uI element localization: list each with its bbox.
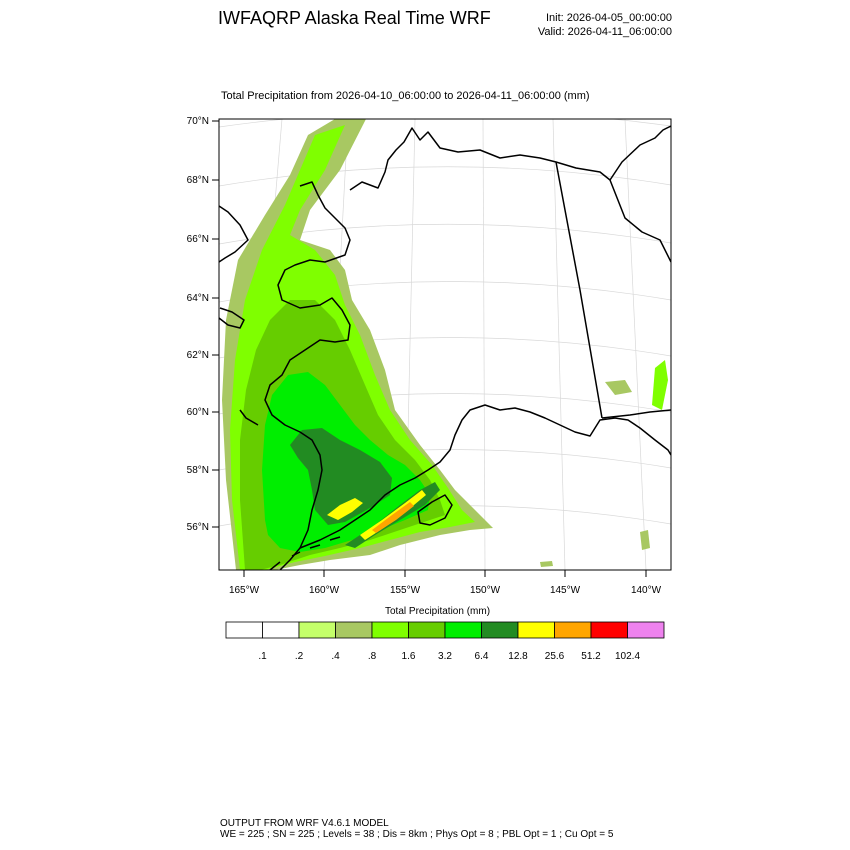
colorbar-swatch: [554, 621, 592, 639]
colorbar-label: 51.2: [581, 651, 601, 662]
kodiak-island: [417, 494, 453, 526]
northwest-coast: [219, 205, 249, 263]
colorbar-swatch: [444, 621, 482, 639]
colorbar-label: .1: [258, 651, 267, 662]
colorbar-title: Total Precipitation (mm): [385, 606, 491, 617]
colorbar-label: 102.4: [615, 651, 640, 662]
colorbar-label: .2: [295, 651, 304, 662]
yukon-border: [555, 161, 603, 419]
map-area: [219, 119, 671, 570]
seward-peninsula: [264, 181, 351, 570]
arctic-coast: [349, 125, 671, 191]
lat-label: 62°N: [187, 350, 209, 361]
colorbar-swatch: [481, 621, 519, 639]
footer-config-line: WE = 225 ; SN = 225 ; Levels = 38 ; Dis …: [220, 829, 614, 840]
lon-ticks: [243, 570, 647, 577]
southwest-coast: [239, 409, 259, 426]
precip-band-25.6mm: [327, 498, 363, 520]
canada-coast: [609, 179, 671, 263]
st-lawrence-island: [219, 307, 245, 329]
bc-border: [601, 409, 671, 419]
init-time: Init: 2026-04-05_00:00:00: [546, 12, 672, 24]
colorbar-label: 25.6: [545, 651, 565, 662]
colorbar-swatch: [408, 621, 446, 639]
colorbar-label: 12.8: [508, 651, 528, 662]
lon-label: 145°W: [550, 585, 581, 596]
colorbar-swatch: [627, 621, 665, 639]
colorbar-label: .4: [331, 651, 340, 662]
precip-patch-se: [640, 530, 650, 550]
precip-shading: [222, 119, 668, 570]
colorbar: .1 .2 .4 .8 1.6 3.2 6.4 12.8 25.6 51.2 102.4: [225, 621, 665, 662]
colorbar-label: 6.4: [475, 651, 489, 662]
coastlines: [219, 125, 671, 570]
lon-label: 160°W: [309, 585, 340, 596]
lat-label: 58°N: [187, 465, 209, 476]
colorbar-swatch: [298, 621, 336, 639]
precip-patch-eastern: [652, 360, 668, 410]
lat-label: 70°N: [187, 116, 209, 127]
lat-label: 56°N: [187, 522, 209, 533]
lon-label: 165°W: [229, 585, 260, 596]
precip-band-51.2mm: [372, 502, 414, 533]
lat-labels: 70°N 68°N 66°N 64°N 62°N 60°N 58°N 56°N: [187, 116, 209, 533]
map-frame: [218, 118, 672, 571]
colorbar-swatch: [225, 621, 263, 639]
colorbar-swatch: [335, 621, 373, 639]
aleutian-islands: [269, 536, 341, 570]
lon-label: 155°W: [390, 585, 421, 596]
lon-label: 150°W: [470, 585, 501, 596]
colorbar-swatch: [517, 621, 555, 639]
lon-labels: 165°W 160°W 155°W 150°W 145°W 140°W: [229, 585, 662, 596]
valid-time: Valid: 2026-04-11_06:00:00: [537, 26, 672, 38]
main-title: IWFAQRP Alaska Real Time WRF: [218, 8, 491, 28]
colorbar-label: 3.2: [438, 651, 452, 662]
precip-patch-sth: [540, 561, 553, 567]
lat-label: 60°N: [187, 407, 209, 418]
colorbar-label: 1.6: [402, 651, 416, 662]
lat-ticks: [212, 120, 219, 528]
colorbar-label: .8: [368, 651, 377, 662]
footer-model-line: OUTPUT FROM WRF V4.6.1 MODEL: [220, 818, 389, 829]
alaska-peninsula: [299, 404, 671, 549]
lat-label: 68°N: [187, 175, 209, 186]
colorbar-swatch: [590, 621, 628, 639]
lat-label: 66°N: [187, 234, 209, 245]
colorbar-swatch: [371, 621, 409, 639]
plot-subtitle: Total Precipitation from 2026-04-10_06:0…: [221, 90, 590, 102]
lat-label: 64°N: [187, 293, 209, 304]
lon-label: 140°W: [631, 585, 662, 596]
colorbar-swatch: [262, 621, 300, 639]
precip-patch-eastern-2: [605, 380, 632, 395]
